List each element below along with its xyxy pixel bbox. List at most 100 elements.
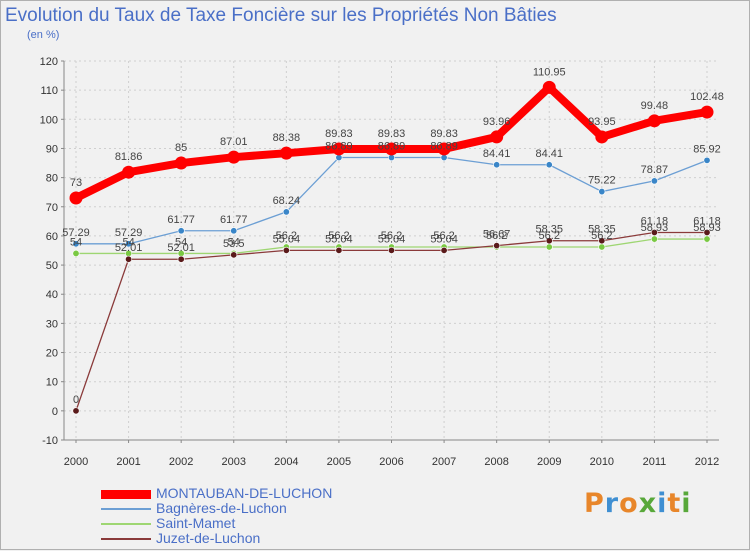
axes: -10 0 10 20 30 40 50 60 70 80 90 100 110 120 2000 2001 2… — [40, 56, 720, 468]
data-label: 53.5 — [223, 238, 244, 250]
data-label: 54 — [70, 236, 82, 248]
data-label: 73 — [70, 177, 82, 189]
data-point — [647, 114, 661, 128]
data-label: 68.24 — [273, 195, 301, 207]
legend-label: Juzet-de-Luchon — [156, 530, 261, 546]
legend-label: Saint-Mamet — [156, 515, 236, 531]
y-tick-label: 50 — [46, 260, 58, 272]
x-tick-label: 2003 — [222, 456, 246, 468]
y-tick-label: 110 — [40, 85, 58, 97]
data-point — [493, 161, 501, 169]
legend-swatch — [101, 490, 151, 499]
data-label: 84.41 — [483, 148, 511, 160]
y-axis-unit: (en %) — [27, 29, 60, 41]
data-point — [177, 255, 185, 263]
data-label: 86.89 — [378, 141, 406, 153]
y-tick-label: 70 — [46, 202, 58, 214]
data-point — [650, 235, 658, 243]
logo-letter: o — [619, 488, 639, 519]
data-point — [542, 80, 556, 94]
grid — [64, 60, 719, 441]
logo-letter: x — [638, 488, 658, 519]
data-point — [700, 105, 714, 119]
data-point — [703, 228, 711, 236]
data-point — [598, 243, 606, 251]
data-label: 0 — [73, 394, 79, 406]
data-label: 55.04 — [273, 233, 301, 245]
data-label: 54 — [175, 236, 187, 248]
data-point — [279, 146, 293, 160]
data-label: 58.93 — [641, 222, 669, 234]
data-label: 52.01 — [167, 242, 195, 254]
x-tick-label: 2004 — [274, 456, 298, 468]
data-point — [595, 130, 609, 144]
x-tick-label: 2011 — [643, 456, 667, 468]
data-point — [493, 242, 501, 250]
data-point — [282, 208, 290, 216]
data-point — [177, 227, 185, 235]
data-label: 61.77 — [220, 214, 248, 226]
data-point — [122, 165, 136, 179]
data-point — [227, 150, 241, 164]
logo-letter: i — [657, 488, 668, 519]
x-tick-label: 2000 — [64, 456, 88, 468]
data-label: 99.48 — [641, 100, 669, 112]
data-label: 88.38 — [273, 132, 301, 144]
legend-swatch — [101, 508, 151, 510]
data-label: 56.2 — [539, 230, 560, 242]
data-point — [72, 407, 80, 415]
logo-letter: i — [681, 488, 692, 519]
data-point — [332, 142, 346, 156]
data-point — [598, 237, 606, 245]
y-tick-label: 40 — [46, 289, 58, 301]
proxiti-logo: Proxiti — [584, 488, 692, 519]
data-point — [440, 246, 448, 254]
y-tick-label: 0 — [52, 406, 58, 418]
data-point — [490, 130, 504, 144]
data-point — [437, 142, 451, 156]
logo-letter: r — [604, 488, 620, 519]
data-label: 58.35 — [588, 224, 616, 236]
data-point — [125, 240, 133, 248]
x-tick-label: 2007 — [432, 456, 456, 468]
data-label: 56.2 — [276, 230, 297, 242]
x-tick-label: 2006 — [379, 456, 403, 468]
data-label: 58.93 — [693, 222, 721, 234]
data-label: 93.95 — [588, 116, 616, 128]
data-label: 56.2 — [486, 230, 507, 242]
data-label: 85 — [175, 142, 187, 154]
data-label: 75.22 — [588, 175, 616, 187]
data-label: 56.2 — [381, 230, 402, 242]
data-point — [282, 246, 290, 254]
data-label: 57.29 — [115, 227, 143, 239]
data-point — [72, 249, 80, 257]
data-label: 89.83 — [378, 128, 406, 140]
data-point — [545, 161, 553, 169]
data-label: 89.83 — [430, 128, 458, 140]
data-point — [703, 156, 711, 164]
data-label: 56.2 — [328, 230, 349, 242]
legend-swatch — [101, 523, 151, 525]
y-tick-label: 90 — [46, 143, 58, 155]
data-point — [174, 156, 188, 170]
data-point — [230, 227, 238, 235]
data-label: 56.2 — [591, 230, 612, 242]
data-point — [69, 191, 83, 205]
data-point — [230, 251, 238, 259]
x-tick-label: 2010 — [590, 456, 614, 468]
data-label: 87.01 — [220, 136, 248, 148]
data-label: 55.04 — [430, 233, 458, 245]
data-point — [72, 240, 80, 248]
data-point — [650, 228, 658, 236]
data-label: 84.41 — [535, 148, 563, 160]
x-tick-label: 2002 — [169, 456, 193, 468]
legend-label: Bagnères-de-Luchon — [156, 500, 287, 516]
data-label: 86.89 — [325, 141, 353, 153]
logo-letter: t — [667, 488, 682, 519]
logo-letter: P — [584, 488, 605, 519]
data-point — [598, 188, 606, 196]
y-tick-label: 10 — [46, 377, 58, 389]
data-label: 54 — [228, 236, 240, 248]
